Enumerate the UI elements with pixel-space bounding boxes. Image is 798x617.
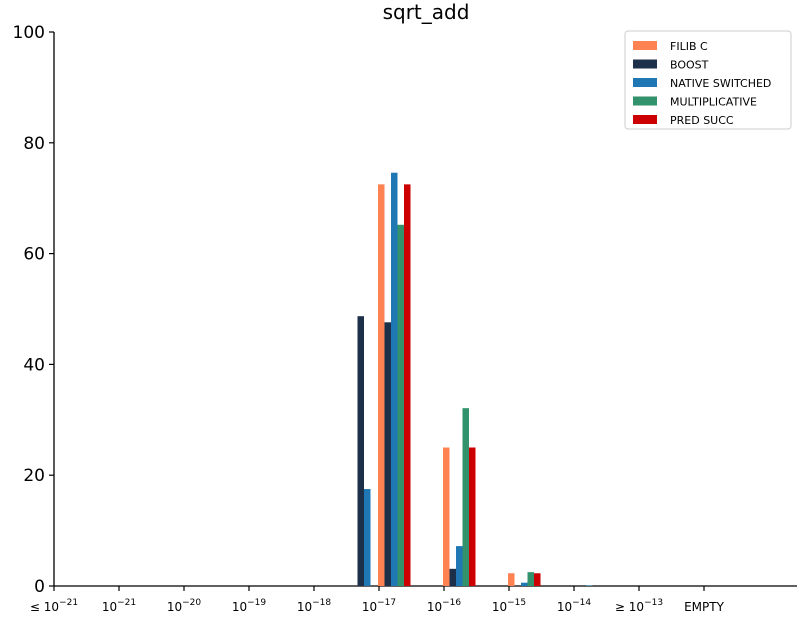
legend-box bbox=[624, 30, 792, 130]
legend-swatch bbox=[633, 78, 657, 87]
x-tick-label: ≤ 10−21 bbox=[30, 598, 78, 614]
y-tick-label: 20 bbox=[23, 466, 45, 486]
bar-multiplicative bbox=[527, 572, 534, 586]
legend: FILIB C BOOST NATIVE SWITCHED MULTIPLICATIV… bbox=[624, 30, 792, 130]
bar-pred-succ bbox=[404, 184, 411, 586]
bar-native-switched bbox=[391, 172, 398, 586]
x-tick-label: 10−21 bbox=[102, 598, 136, 614]
x-tick-label: 10−18 bbox=[297, 598, 332, 614]
legend-swatch bbox=[633, 96, 657, 106]
x-tick-label: 10−14 bbox=[557, 598, 592, 614]
x-tick-label: 10−15 bbox=[492, 598, 526, 614]
chart-title: sqrt_add bbox=[383, 0, 470, 24]
x-tick-label: 10−16 bbox=[427, 598, 462, 614]
bar-boost bbox=[384, 322, 391, 586]
bars bbox=[357, 172, 593, 587]
legend-swatch bbox=[633, 59, 657, 69]
x-tick-label: EMPTY bbox=[684, 600, 725, 614]
y-tick-label: 60 bbox=[23, 245, 45, 265]
y-tick-label: 0 bbox=[34, 577, 45, 597]
bar-boost bbox=[357, 316, 364, 586]
y-axis: 0 20 40 60 80 100 bbox=[13, 23, 55, 597]
bar-filib-c bbox=[378, 184, 385, 586]
bar-native-switched bbox=[456, 546, 463, 586]
legend-swatch bbox=[633, 115, 657, 124]
legend-label: FILIB C bbox=[670, 40, 708, 53]
legend-swatch bbox=[633, 41, 657, 50]
x-tick-label: 10−20 bbox=[167, 598, 202, 614]
y-tick-label: 40 bbox=[23, 355, 45, 375]
bar-native-switched bbox=[586, 585, 593, 586]
bar-native-switched bbox=[364, 489, 371, 586]
y-tick-label: 80 bbox=[23, 134, 45, 154]
bar-native-switched bbox=[521, 582, 528, 586]
bar-multiplicative bbox=[397, 224, 404, 587]
y-tick-label: 100 bbox=[13, 23, 45, 43]
x-tick-label: 10−19 bbox=[232, 598, 267, 614]
x-tick-label: 10−17 bbox=[362, 598, 396, 614]
legend-label: PRED SUCC bbox=[670, 114, 734, 127]
bar-filib-c bbox=[443, 447, 450, 586]
bar-filib-c bbox=[508, 573, 515, 586]
legend-label: MULTIPLICATIVE bbox=[670, 96, 757, 109]
bar-pred-succ bbox=[469, 447, 476, 586]
legend-label: BOOST bbox=[670, 59, 709, 72]
x-axis: ≤ 10−21 10−21 10−20 10−19 10−18 10−17 10−16 10−… bbox=[30, 585, 797, 614]
bar-boost bbox=[449, 568, 456, 586]
bar-pred-succ bbox=[534, 573, 541, 586]
bar-multiplicative bbox=[462, 408, 469, 586]
x-tick-label: ≥ 10−13 bbox=[615, 598, 663, 614]
legend-label: NATIVE SWITCHED bbox=[670, 77, 771, 90]
